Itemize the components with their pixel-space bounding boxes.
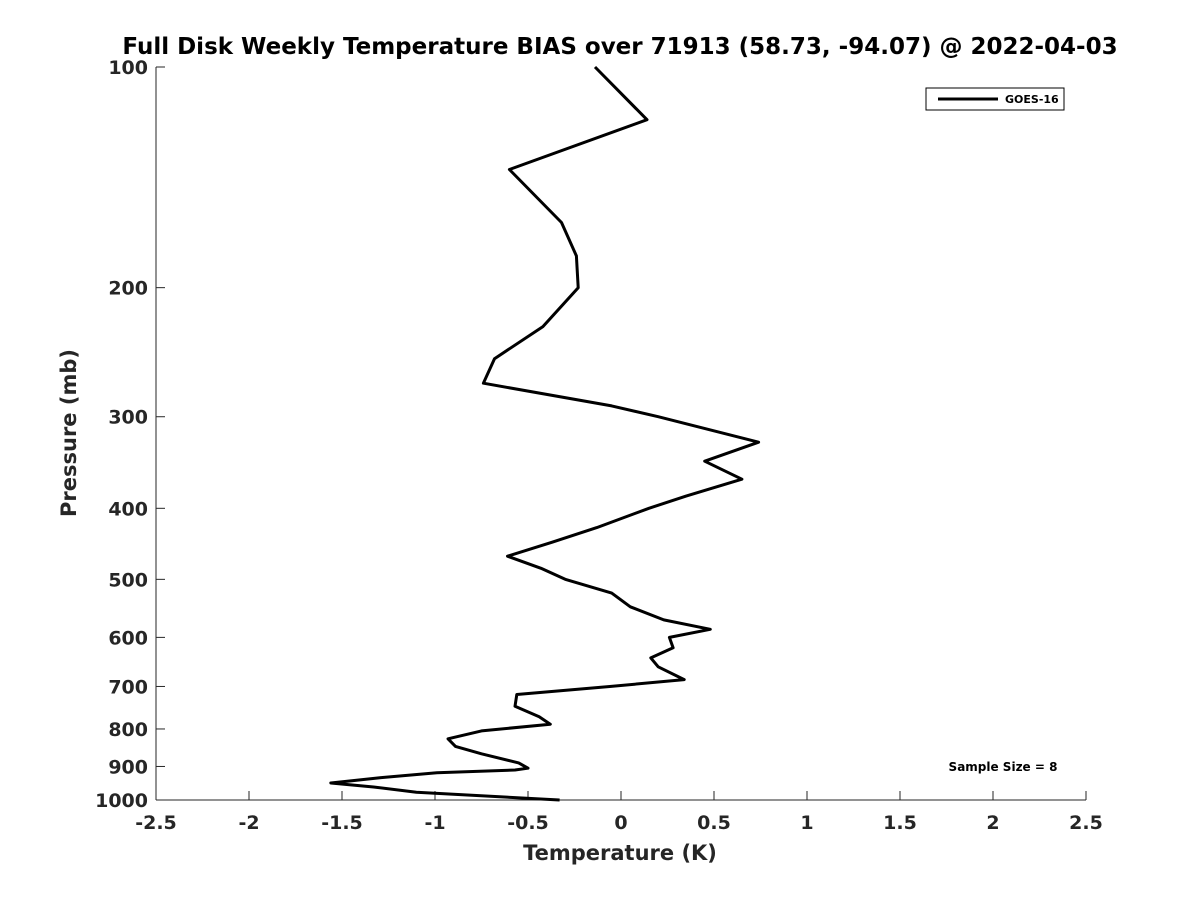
y-tick-label: 200 — [108, 278, 148, 300]
y-tick-label: 100 — [108, 57, 148, 79]
legend-label: GOES-16 — [1005, 93, 1059, 106]
y-tick-label: 400 — [108, 498, 148, 520]
chart-title: Full Disk Weekly Temperature BIAS over 7… — [122, 34, 1117, 60]
sample-size-annotation: Sample Size = 8 — [949, 760, 1058, 774]
x-tick-label: 2 — [986, 812, 999, 834]
x-tick-label: -2 — [238, 812, 259, 834]
x-tick-label: 0.5 — [697, 812, 731, 834]
x-tick-label: 1.5 — [883, 812, 917, 834]
y-tick-label: 700 — [108, 676, 148, 698]
y-tick-label: 600 — [108, 627, 148, 649]
y-tick-label: 1000 — [95, 790, 148, 812]
x-tick-label: -2.5 — [135, 812, 177, 834]
legend: GOES-16 — [925, 87, 1065, 111]
y-tick-label: 900 — [108, 756, 148, 778]
x-tick-label: -1.5 — [321, 812, 363, 834]
series-line-goes-16 — [329, 65, 761, 802]
x-tick-label: 1 — [800, 812, 813, 834]
y-tick-label: 300 — [108, 407, 148, 429]
series-layer — [329, 65, 761, 802]
y-tick-label: 800 — [108, 719, 148, 741]
x-tick-label: 0 — [614, 812, 627, 834]
y-axis-label: Pressure (mb) — [57, 349, 81, 517]
x-tick-label: -1 — [424, 812, 445, 834]
x-tick-label: -0.5 — [507, 812, 549, 834]
y-tick-label: 500 — [108, 569, 148, 591]
y-axis-ticks: 100 200 300 400 500 600 700 800 900 1000 — [95, 57, 165, 812]
x-axis-label: Temperature (K) — [523, 841, 717, 865]
x-tick-label: 2.5 — [1069, 812, 1103, 834]
x-axis-ticks: -2.5 -2 -1.5 -1 -0.5 0 0.5 1 1.5 2 2.5 — [135, 791, 1103, 834]
